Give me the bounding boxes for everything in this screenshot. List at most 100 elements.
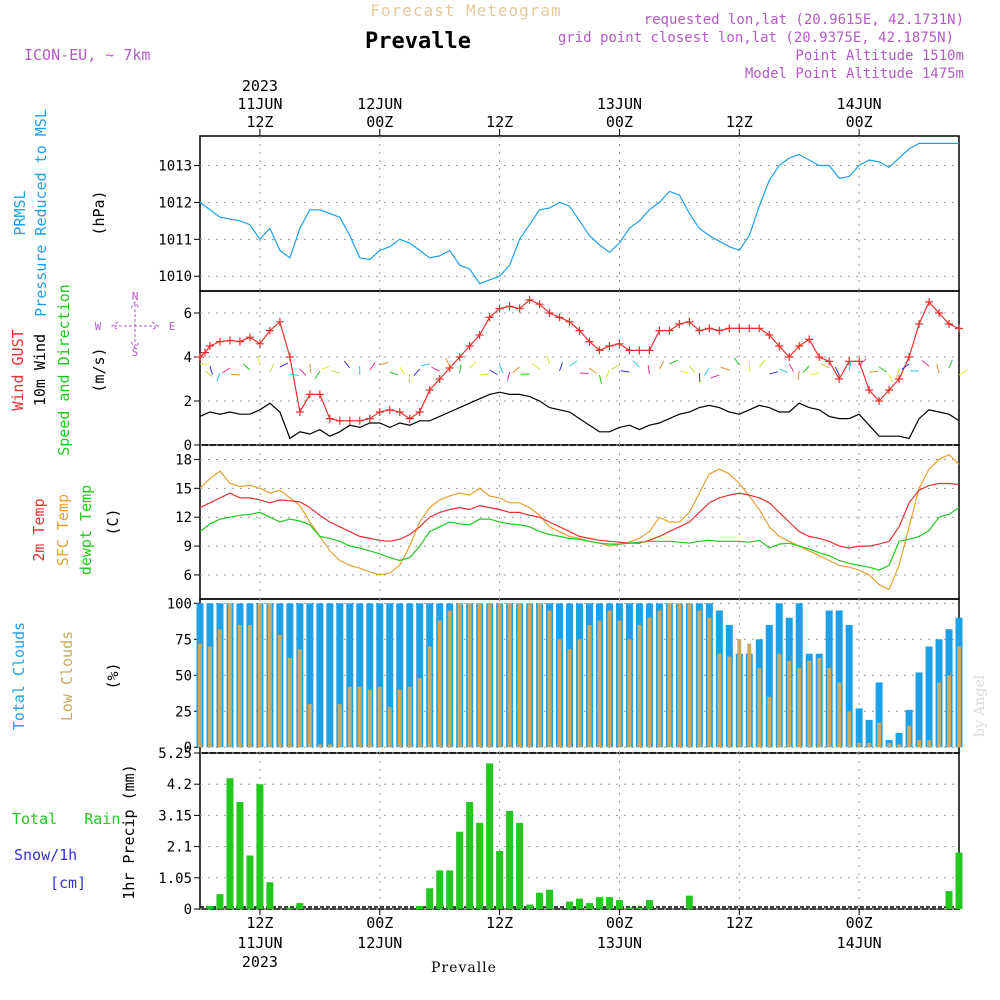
precip-cm-label: [cm]	[50, 874, 86, 892]
wind-direction-arrow	[810, 372, 820, 375]
temp-2m-line	[199, 482, 960, 549]
cloud-low-bar	[237, 624, 242, 748]
wind-direction-arrow	[479, 373, 489, 376]
wind-gust-marker	[605, 342, 614, 350]
compass-w: W	[95, 320, 102, 333]
wind-direction-arrow	[445, 357, 451, 367]
wind-gust-marker	[815, 353, 824, 361]
wind-gust-marker	[325, 414, 334, 423]
temp-unit: (C)	[104, 508, 122, 535]
cloud-low-bar	[847, 711, 852, 748]
rain-bar	[955, 852, 963, 909]
bottom-hour-label: 12Z	[726, 914, 753, 932]
wind-direction-arrow	[779, 368, 788, 373]
y-tick-label: 6	[184, 306, 192, 322]
cloud-low-bar	[467, 603, 472, 748]
compass-s: S	[132, 346, 139, 359]
top-day-label: 13JUN	[597, 95, 642, 113]
wind-direction-arrow	[820, 363, 830, 369]
wind-gust-marker	[865, 386, 874, 394]
wind-gust-marker	[795, 342, 804, 350]
cloud-low-bar	[277, 634, 282, 748]
wind-gust-marker	[595, 346, 604, 355]
wind-direction-arrow	[834, 366, 840, 376]
wind-gust-marker	[615, 339, 624, 348]
wind-gust-marker	[775, 342, 784, 350]
wind-gust-marker	[285, 353, 294, 361]
cloud-total-bar	[845, 624, 853, 748]
rain-bar	[576, 898, 583, 909]
cloud-low-bar	[617, 620, 622, 748]
wind-direction-arrow	[399, 366, 406, 375]
wind-unit: (m/s)	[90, 347, 108, 392]
cloud-low-bar	[767, 696, 772, 748]
wind-gust-marker	[675, 320, 684, 328]
pressure-unit: (hPa)	[90, 190, 108, 235]
rain-bar	[546, 889, 554, 909]
wind-gust-marker	[825, 357, 834, 366]
wind-gust-marker	[235, 337, 244, 346]
rain-bar	[605, 897, 613, 909]
wind-direction-arrow	[489, 369, 498, 375]
wind-gust-marker	[925, 298, 934, 306]
wind-gust-marker	[375, 408, 384, 416]
wind-direction-arrow	[632, 360, 640, 368]
wind-direction-arrow	[420, 363, 430, 367]
wind-gust-marker	[835, 375, 844, 383]
wind-direction-arrow	[720, 366, 730, 371]
rain-bar	[506, 810, 514, 909]
y-tick-label: 1.05	[158, 871, 192, 887]
wind-gust-marker	[475, 331, 484, 339]
wind-gust-marker	[305, 390, 314, 399]
wind-direction-arrow	[758, 359, 766, 368]
wind-gust-marker	[695, 326, 704, 335]
wind-direction-arrow	[958, 369, 967, 376]
wind-direction-arrow	[499, 364, 504, 374]
wind-direction-arrow	[888, 373, 893, 383]
wind-gust-marker	[515, 304, 524, 313]
cloud-low-bar	[607, 610, 612, 748]
wind-direction-arrow	[389, 371, 399, 376]
cloud-low-bar	[447, 610, 452, 748]
cloud-total-bar	[406, 603, 414, 748]
y-tick-label: 75	[175, 632, 192, 648]
wind-gust-marker	[200, 348, 209, 357]
temp-sfc-line	[199, 453, 960, 591]
wind-direction-arrow	[469, 361, 477, 369]
cloud-low-bar	[717, 653, 722, 748]
bottom-hour-label: 00Z	[846, 914, 873, 932]
y-tick-label: 0	[184, 902, 192, 918]
wind-gust-marker	[885, 386, 894, 394]
wind-gust-marker	[755, 324, 764, 333]
rain-bar	[466, 802, 474, 909]
top-day-label: 12JUN	[357, 95, 402, 113]
wind-gust-marker	[295, 408, 304, 416]
cloud-total-bar	[376, 603, 384, 748]
cloud-low-bar	[817, 658, 822, 748]
cloud-low-bar	[517, 603, 522, 748]
compass-arrows-icon	[111, 301, 159, 349]
cloud-low-bar	[487, 603, 492, 748]
wind-compass: N S W E	[95, 290, 176, 359]
cloud-low-bar	[577, 639, 582, 748]
cloud-low-bar	[587, 624, 592, 748]
y-tick-label: 9	[184, 539, 192, 555]
wind-gust-marker	[505, 302, 514, 311]
top-day-label: 11JUN	[237, 95, 282, 113]
cloud-low-bar	[827, 668, 832, 748]
wind-gust-marker	[555, 313, 564, 322]
cloud-low-bar	[647, 617, 652, 748]
cloud-low-label: Low Clouds	[58, 631, 76, 721]
wind-gust-marker	[265, 326, 274, 335]
wind-direction-arrow	[369, 362, 376, 371]
y-tick-label: 100	[167, 596, 192, 612]
cloud-low-bar	[307, 704, 312, 748]
wind-10m-line	[199, 391, 960, 440]
wind-direction-arrow	[569, 360, 578, 367]
cloud-low-bar	[377, 686, 382, 748]
wind-gust-marker	[945, 320, 954, 328]
wind-gust-marker	[875, 397, 884, 405]
cloud-low-bar	[777, 653, 782, 748]
cloud-low-bar	[437, 620, 442, 748]
cloud-low-bar	[477, 603, 482, 748]
